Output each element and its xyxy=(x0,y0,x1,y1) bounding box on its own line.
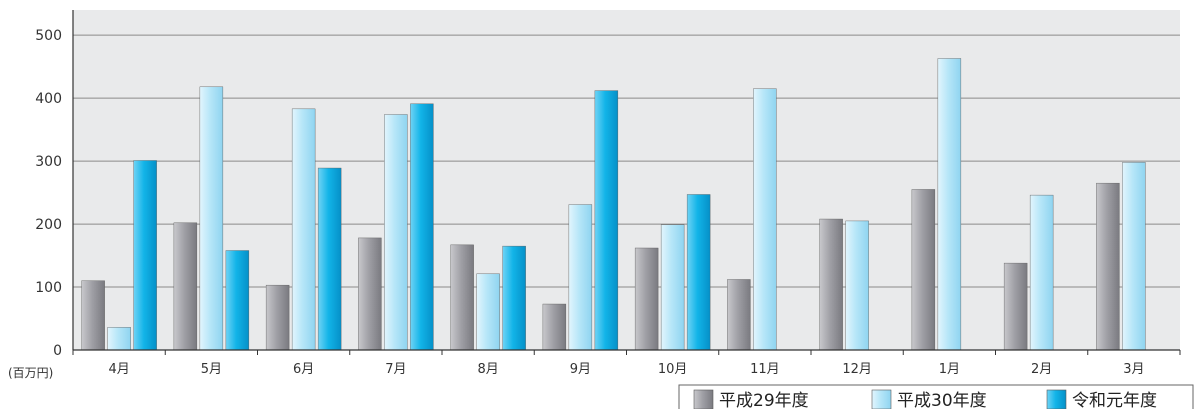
bar xyxy=(568,204,593,351)
x-tick-label: 3月 xyxy=(1123,362,1144,377)
x-tick-label: 10月 xyxy=(658,362,688,377)
y-tick-label: 400 xyxy=(35,91,62,107)
bar xyxy=(753,88,777,351)
y-tick-label: 0 xyxy=(53,343,62,359)
bar xyxy=(845,220,869,351)
bar xyxy=(317,167,342,351)
bar xyxy=(265,284,290,351)
x-tick-label: 7月 xyxy=(385,362,406,377)
bar xyxy=(686,194,711,351)
bar xyxy=(594,90,619,351)
y-tick-label: 100 xyxy=(35,280,62,296)
bar xyxy=(1003,262,1028,351)
gridlines xyxy=(73,34,1180,288)
unit-label: (百万円) xyxy=(8,366,53,380)
x-tick-label: 12月 xyxy=(842,362,872,377)
bar xyxy=(911,189,936,351)
bar xyxy=(1122,162,1146,351)
bar xyxy=(937,58,962,351)
bar xyxy=(502,245,526,351)
bar xyxy=(450,244,474,351)
x-tick-label: 11月 xyxy=(750,362,780,377)
x-tick-label: 9月 xyxy=(570,362,591,377)
bar xyxy=(358,237,382,351)
bar xyxy=(727,279,751,351)
bar xyxy=(199,86,224,351)
x-tick-label: 2月 xyxy=(1031,362,1052,377)
y-tick-label: 300 xyxy=(35,154,62,170)
bar xyxy=(634,247,659,351)
bar xyxy=(107,327,131,351)
bar xyxy=(660,224,685,351)
legend-swatch xyxy=(693,389,714,409)
bar xyxy=(173,222,198,351)
legend-swatch xyxy=(1046,389,1067,409)
bar xyxy=(1029,194,1054,351)
x-tick-label: 1月 xyxy=(939,362,960,377)
plot-background xyxy=(73,10,1180,350)
bar xyxy=(542,303,567,351)
bar xyxy=(410,103,434,351)
legend-label: 平成30年度 xyxy=(897,391,987,409)
y-tick-label: 200 xyxy=(35,217,62,233)
bar xyxy=(133,160,157,351)
y-tick-labels: 0 100 200 300 400 500 xyxy=(35,28,62,359)
x-tick-label: 8月 xyxy=(477,362,498,377)
bar xyxy=(384,114,408,351)
legend-label: 令和元年度 xyxy=(1072,391,1157,409)
x-tick-labels: 4月 5月 6月 7月 8月 9月 10月 11月 12月 1月 2月 3月 xyxy=(108,362,1144,377)
bar xyxy=(819,218,843,351)
legend-swatch xyxy=(871,389,892,409)
x-tick-label: 5月 xyxy=(201,362,222,377)
legend-label: 平成29年度 xyxy=(719,391,809,409)
bar xyxy=(225,250,250,351)
axes xyxy=(72,10,1181,355)
bar xyxy=(476,273,500,351)
bars xyxy=(81,58,1146,351)
bar xyxy=(1096,182,1120,351)
x-tick-label: 6月 xyxy=(293,362,314,377)
bar xyxy=(81,280,105,351)
legend-box xyxy=(678,384,1194,409)
legend: 平成29年度 平成30年度 令和元年度 xyxy=(678,384,1194,409)
bar xyxy=(291,108,316,351)
y-tick-label: 500 xyxy=(35,28,62,44)
x-tick-label: 4月 xyxy=(108,362,129,377)
